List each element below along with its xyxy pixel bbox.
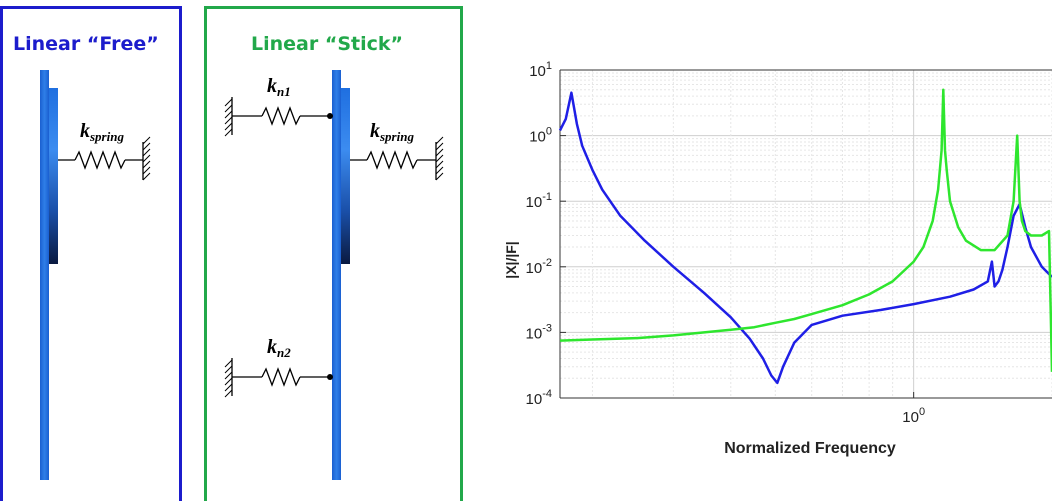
stick-panel: Linear “Stick” (204, 6, 463, 501)
y-axis-label: |X|/|F| (503, 241, 519, 278)
stick-joint-top (327, 113, 333, 119)
free-ground-hatch (142, 136, 151, 181)
stick-spring-right (350, 136, 444, 181)
chart-grid (559, 69, 1052, 399)
y-tick-label: 10-1 (526, 191, 552, 211)
free-spring (58, 136, 151, 181)
x-tick-label: 100 (902, 406, 925, 426)
free-spring-label: kspring (80, 120, 124, 144)
stick-spring-bottom-label: kn2 (267, 336, 291, 360)
stick-spring-top-label: kn1 (267, 75, 291, 99)
stick-beam (332, 70, 350, 480)
free-beam (40, 70, 58, 480)
series-line-1 (558, 91, 1052, 385)
free-panel-title: Linear “Free” (13, 33, 159, 55)
y-tick-label: 10-3 (526, 322, 552, 342)
series-line-2 (559, 88, 1052, 372)
chart-ticks: 101 100 10-1 10-2 10-3 10-4 100 (526, 60, 926, 426)
chart-series (558, 88, 1052, 385)
stick-spring-right-label: kspring (370, 120, 414, 144)
y-tick-label: 101 (529, 60, 552, 80)
stick-spring-top (224, 97, 330, 137)
frequency-response-chart: 101 100 10-1 10-2 10-3 10-4 100 |X|/|F| Normal… (503, 60, 1052, 457)
stick-joint-bottom (327, 374, 333, 380)
y-tick-label: 10-4 (526, 388, 552, 408)
x-axis-label: Normalized Frequency (724, 440, 896, 457)
stick-spring-bottom (224, 358, 330, 398)
free-panel: Linear “Free” (0, 6, 182, 501)
y-tick-label: 10-2 (526, 257, 552, 277)
y-tick-label: 100 (529, 126, 552, 146)
stick-panel-title: Linear “Stick” (251, 33, 403, 55)
